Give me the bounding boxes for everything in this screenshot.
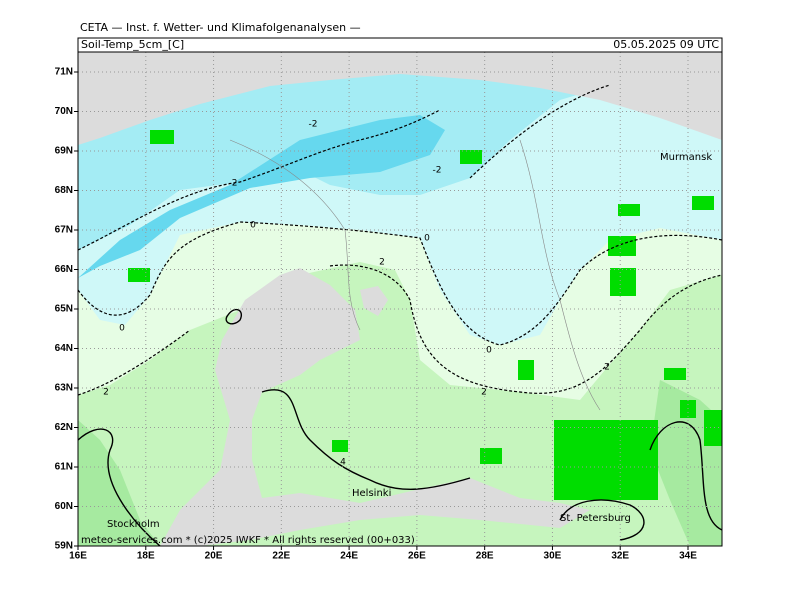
lake-cells	[608, 236, 636, 256]
contour-4	[649, 421, 723, 531]
contour-label: -2	[309, 120, 318, 130]
contours-dashed	[77, 84, 723, 396]
labels: Murmansk Helsinki Stockholm St. Petersburg -…	[81, 120, 712, 547]
lat-label: 64N	[55, 343, 73, 354]
contour-label: -2	[433, 166, 442, 176]
zone-4	[78, 420, 160, 546]
city-label: Stockholm	[107, 519, 160, 530]
lake-cells	[610, 268, 636, 296]
contour-4	[225, 308, 242, 325]
contour-4	[559, 499, 645, 541]
lat-label: 63N	[55, 383, 73, 394]
contour-4	[77, 428, 161, 547]
contour-label: 0	[486, 346, 492, 356]
city-label: Murmansk	[660, 152, 712, 163]
lake-cells	[518, 360, 534, 380]
city-label: Helsinki	[352, 488, 391, 499]
lat-label: 65N	[55, 304, 73, 315]
contour-label: 4	[340, 458, 346, 468]
lat-label: 66N	[55, 264, 73, 275]
contour-label: 2	[604, 363, 610, 373]
header-org: CETA — Inst. f. Wetter- und Klimafolgena…	[80, 21, 361, 34]
axes: 16E 18E 20E 22E 24E 26E 28E 30E 32E 34E 59N 60N 61N 6…	[55, 67, 698, 562]
contours-solid	[77, 308, 723, 547]
contour-0	[77, 221, 723, 346]
lon-label: 18E	[137, 551, 155, 562]
borders	[229, 139, 601, 411]
sea-baltic	[160, 268, 590, 546]
lat-label: 59N	[55, 541, 73, 552]
contour-label: 0	[250, 221, 256, 231]
lon-label: 34E	[679, 551, 697, 562]
lat-label: 68N	[55, 185, 73, 196]
contour-label: 0	[424, 234, 430, 244]
lat-label: 67N	[55, 225, 73, 236]
lon-label: 22E	[272, 551, 290, 562]
lon-label: 32E	[611, 551, 629, 562]
contour-label: 2	[481, 388, 487, 398]
lon-label: 20E	[205, 551, 223, 562]
lake-cells	[150, 130, 174, 144]
lake-cells	[618, 204, 640, 216]
lat-label: 69N	[55, 146, 73, 157]
contour-label: 2	[103, 388, 109, 398]
lon-label: 28E	[476, 551, 494, 562]
footer: meteo-services.com * (c)2025 IWKF * All …	[81, 535, 415, 546]
lake-cells	[480, 448, 502, 464]
sea-arctic	[78, 52, 722, 145]
border	[519, 139, 601, 411]
border	[229, 139, 361, 331]
lat-label: 70N	[55, 106, 73, 117]
lat-label: 60N	[55, 501, 73, 512]
lake-cells	[460, 150, 482, 164]
lon-label: 16E	[69, 551, 87, 562]
lake-cells	[332, 440, 348, 452]
lon-label: 30E	[544, 551, 562, 562]
contour-label: -2	[229, 179, 238, 189]
contour-label: 2	[379, 258, 385, 268]
lat-label: 62N	[55, 422, 73, 433]
lon-label: 26E	[408, 551, 426, 562]
field-name: Soil-Temp_5cm_[C]	[81, 38, 184, 51]
lake-cells	[664, 368, 686, 380]
contour-label: 0	[119, 324, 125, 334]
lake-cells	[692, 196, 714, 210]
lon-label: 24E	[340, 551, 358, 562]
lat-label: 61N	[55, 462, 73, 473]
lake-cells	[554, 420, 658, 500]
lake-cells	[128, 268, 150, 282]
valid-time: 05.05.2025 09 UTC	[613, 38, 719, 51]
map-frame	[77, 51, 723, 547]
contour-2	[77, 264, 723, 396]
lat-label: 71N	[55, 67, 73, 78]
zone-m4	[78, 115, 445, 278]
lakes	[128, 130, 722, 500]
map-area: Murmansk Helsinki Stockholm St. Petersburg -…	[77, 52, 723, 547]
contour-4	[261, 389, 471, 490]
lake-cells	[704, 410, 722, 446]
city-label: St. Petersburg	[560, 513, 631, 524]
